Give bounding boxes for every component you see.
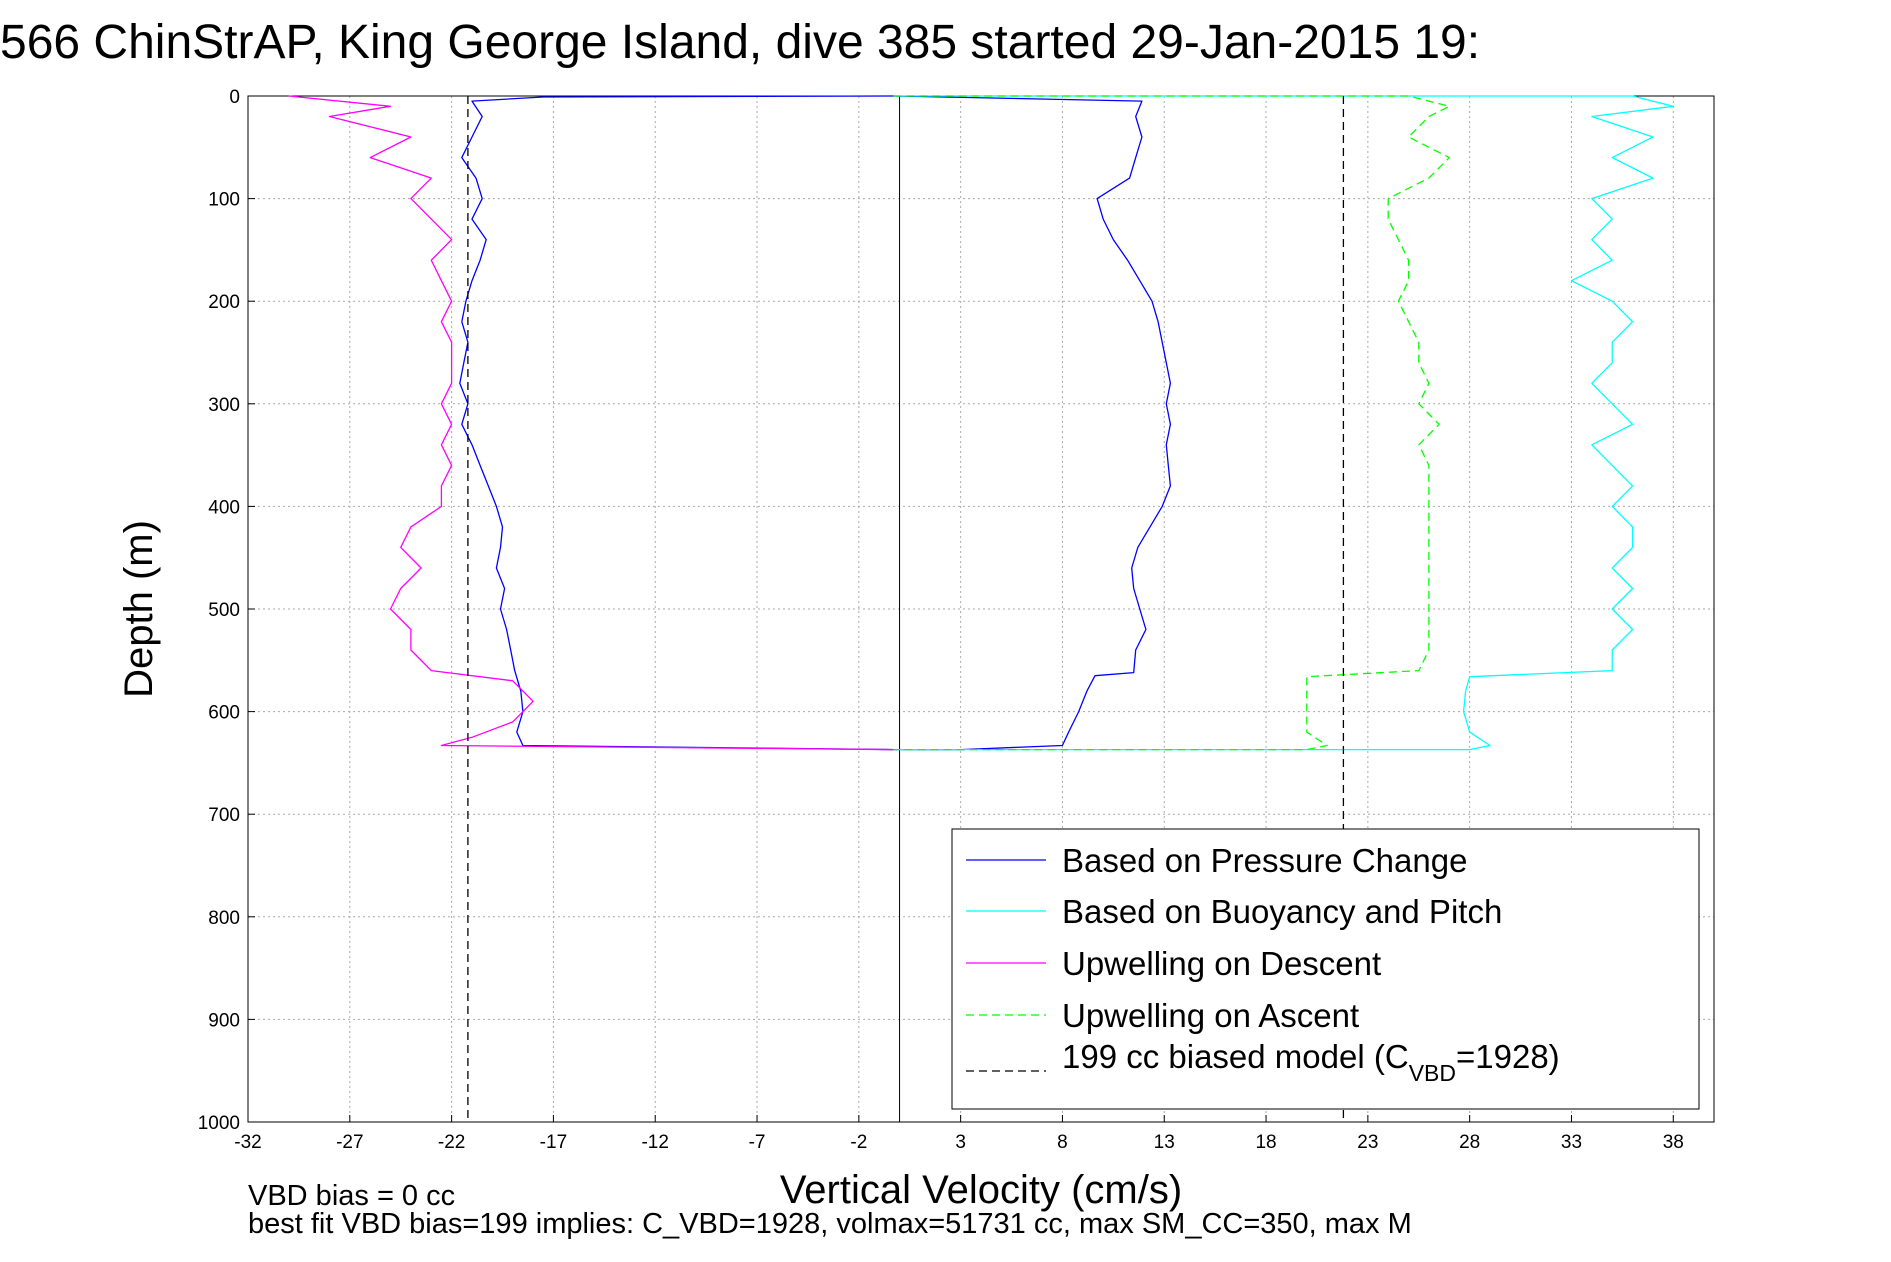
y-tick-label: 700 [208, 805, 240, 826]
legend-label-model: 199 cc biased model (CVBD=1928) [1062, 1038, 1560, 1086]
legend-label-pressure: Based on Pressure Change [1062, 842, 1467, 879]
legend-box [951, 828, 1700, 1110]
x-axis-label: Vertical Velocity (cm/s) [780, 1168, 1182, 1212]
x-tick-label: -7 [749, 1132, 766, 1153]
legend-label-model-sub: VBD [1409, 1060, 1456, 1086]
x-tick-label: 13 [1154, 1132, 1175, 1153]
y-tick-label: 1000 [198, 1113, 240, 1134]
y-tick-label: 900 [208, 1010, 240, 1031]
x-tick-label: 28 [1459, 1132, 1480, 1153]
y-tick-label: 600 [208, 703, 240, 724]
x-tick-label: 8 [1057, 1132, 1068, 1153]
x-tick-label: -27 [336, 1132, 363, 1153]
y-tick-label: 500 [208, 600, 240, 621]
series-based-on-pressure-change [459, 95, 1172, 751]
series-upwelling-on-ascent [893, 95, 1450, 751]
note-vbd-bias: VBD bias = 0 cc [248, 1180, 455, 1212]
legend-label-model-main: 199 cc biased model (C [1062, 1038, 1409, 1075]
legend: Based on Pressure Change Based on Buoyan… [951, 828, 1700, 1110]
y-axis-label: Depth (m) [117, 520, 161, 698]
legend-label-model-tail: =1928) [1456, 1038, 1560, 1075]
series-upwelling-on-descent [288, 95, 894, 751]
chart-title: 566 ChinStrAP, King George Island, dive … [0, 16, 1480, 69]
series-based-on-buoyancy-and-pitch [893, 95, 1674, 751]
x-tick-label: 23 [1357, 1132, 1378, 1153]
x-tick-label: 38 [1663, 1132, 1684, 1153]
x-tick-label: -12 [641, 1132, 668, 1153]
x-tick-label: -17 [540, 1132, 567, 1153]
x-tick-label: -22 [438, 1132, 465, 1153]
y-tick-label: 400 [208, 497, 240, 518]
x-tick-label: 18 [1255, 1132, 1276, 1153]
x-tick-label: -2 [850, 1132, 867, 1153]
x-tick-label: 33 [1561, 1132, 1582, 1153]
note-best-fit: best fit VBD bias=199 implies: C_VBD=192… [248, 1208, 1412, 1240]
y-tick-label: 200 [208, 292, 240, 313]
y-tick-label: 800 [208, 908, 240, 929]
y-tick-label: 300 [208, 395, 240, 416]
legend-label-buoyancy: Based on Buoyancy and Pitch [1062, 893, 1502, 930]
x-tick-label: -32 [234, 1132, 261, 1153]
y-tick-label: 0 [229, 87, 240, 108]
legend-label-ascent: Upwelling on Ascent [1062, 997, 1359, 1034]
y-tick-label: 100 [208, 190, 240, 211]
series-layer [288, 95, 1674, 1122]
legend-label-descent: Upwelling on Descent [1062, 945, 1381, 982]
axis-ticks: -32 -27 -22 -17 -12 -7 -2 3 8 13 18 23 28 33 380100200… [198, 87, 1684, 1153]
x-tick-label: 3 [955, 1132, 966, 1153]
